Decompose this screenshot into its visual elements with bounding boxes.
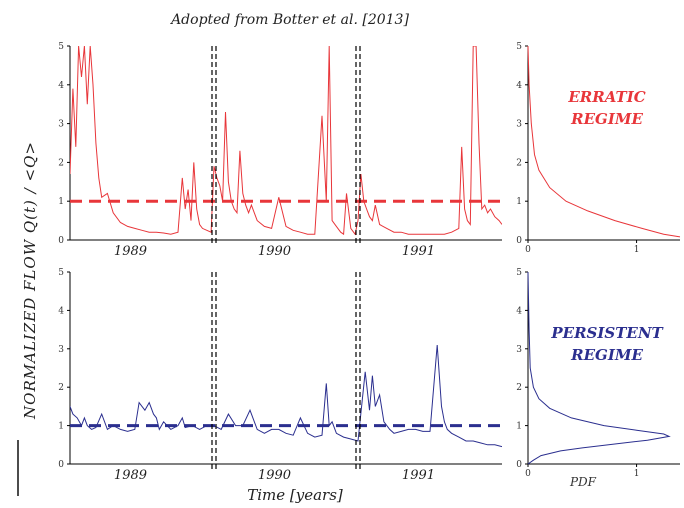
year-label: 1989	[114, 244, 147, 259]
year-label: 1991	[402, 244, 435, 259]
year-label: 1989	[114, 468, 147, 483]
y-axis-label: NORMALIZED FLOW Q(t) / <Q>	[21, 141, 39, 420]
y-tick-label: 0	[516, 236, 522, 246]
year-label: 1991	[402, 468, 435, 483]
y-tick-label: 0	[58, 236, 64, 246]
chart-title: Adopted from Botter et al. [2013]	[169, 12, 409, 28]
regime-label: REGIME	[570, 346, 643, 364]
x-tick-label: 0	[525, 245, 531, 255]
pdf-curve	[527, 271, 671, 465]
persistent-pdf-panel: 0 1 2 3 4 5 0 1 PERSISTENT REGIME PDF	[516, 268, 680, 489]
regime-label: PERSISTENT	[550, 324, 664, 342]
x-tick-label: 0	[525, 469, 531, 479]
y-tick-label: 2	[58, 158, 64, 168]
y-tick-label: 4	[58, 306, 64, 316]
persistent-time-series-panel: 0 1 2 3 4 5 1989 1990 1991	[58, 268, 502, 483]
y-tick-label: 1	[516, 197, 522, 207]
year-label: 1990	[258, 244, 291, 259]
y-tick-label: 3	[58, 120, 64, 130]
y-axis-label-text: NORMALIZED FLOW Q(t) / <Q>	[21, 141, 39, 420]
x-tick-label: 1	[634, 469, 640, 479]
y-tick-label: 2	[516, 383, 522, 393]
y-tick-label: 1	[58, 197, 64, 207]
y-tick-label: 5	[516, 42, 522, 52]
y-tick-label: 5	[58, 268, 64, 278]
regime-label: REGIME	[570, 110, 643, 128]
y-tick-label: 3	[516, 345, 522, 355]
flow-series-line	[70, 46, 502, 236]
y-tick-label: 5	[516, 268, 522, 278]
erratic-time-series-panel: 0 1 2 3 4 5 1989 1990 1991	[58, 42, 502, 259]
y-tick-label: 1	[58, 422, 64, 432]
y-tick-label: 0	[58, 460, 64, 470]
y-tick-label: 2	[58, 383, 64, 393]
y-tick-label: 2	[516, 158, 522, 168]
year-label: 1990	[258, 468, 291, 483]
y-tick-label: 4	[516, 81, 522, 91]
pdf-axis-label: PDF	[569, 475, 597, 489]
erratic-pdf-panel: 0 1 2 3 4 5 0 1 ERRATIC REGIME	[516, 42, 681, 255]
y-tick-label: 4	[58, 81, 64, 91]
y-tick-label: 5	[58, 42, 64, 52]
pdf-curve	[527, 45, 681, 238]
y-tick-label: 3	[516, 120, 522, 130]
y-tick-label: 1	[516, 422, 522, 432]
x-tick-label: 1	[634, 245, 640, 255]
y-tick-label: 0	[516, 460, 522, 470]
flow-series-line	[70, 344, 502, 448]
y-tick-label: 3	[58, 345, 64, 355]
y-tick-label: 4	[516, 306, 522, 316]
regime-label: ERRATIC	[567, 88, 645, 106]
x-axis-label: Time [years]	[247, 486, 343, 504]
